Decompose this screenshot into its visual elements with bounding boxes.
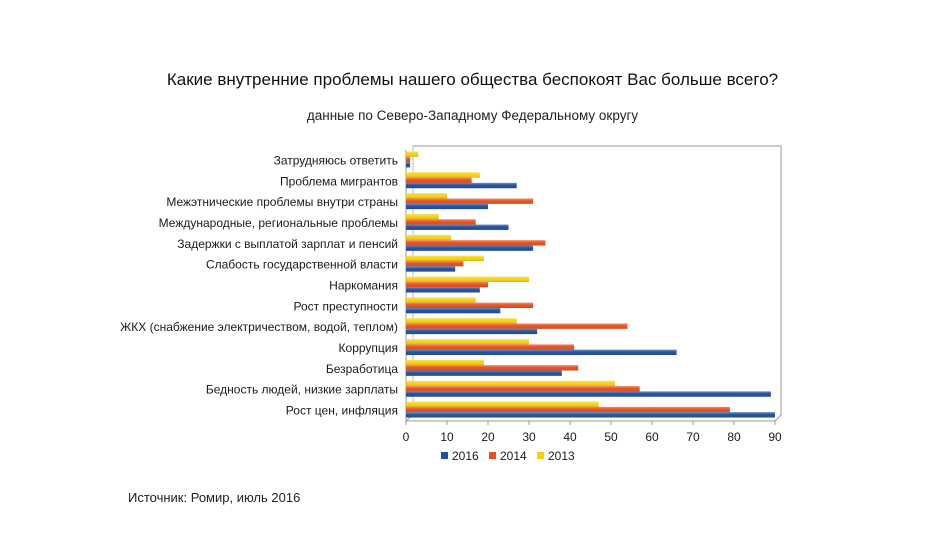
x-tick-label: 30	[522, 430, 536, 444]
bar-shade-2013-1	[406, 172, 480, 178]
bar-shade-2014-1	[406, 177, 472, 183]
chart-title: Какие внутренние проблемы нашего обществ…	[166, 70, 779, 89]
category-label: Безработица	[326, 362, 398, 376]
bar-shade-2016-5	[406, 266, 456, 272]
x-tick-label: 90	[768, 430, 782, 444]
bar-shade-2016-0	[406, 162, 411, 168]
category-label: Слабость государственной власти	[206, 258, 398, 272]
bar-shade-2016-3	[406, 224, 509, 230]
category-label: Наркомания	[329, 279, 398, 293]
category-label: ЖКХ (снабжение электричеством, водой, те…	[120, 320, 398, 334]
bar-shade-2016-6	[406, 287, 480, 293]
x-tick-label: 50	[604, 430, 618, 444]
bar-shade-2014-4	[406, 240, 546, 246]
category-label: Коррупция	[339, 341, 398, 355]
x-tick-label: 40	[563, 430, 577, 444]
bar-shade-2013-4	[406, 234, 452, 241]
category-label: Проблема мигрантов	[280, 174, 398, 188]
bar-shade-2013-10	[406, 359, 484, 366]
bar-shade-2013-0	[406, 151, 419, 157]
bar-shade-2014-2	[406, 198, 534, 204]
bar-shade-2016-7	[406, 308, 501, 314]
bar-shade-2016-4	[406, 245, 534, 251]
bar-shade-2016-9	[406, 349, 677, 355]
legend-label-2014: 2014	[500, 449, 527, 463]
x-tick-label: 70	[686, 430, 700, 444]
legend-swatch-2014	[489, 452, 496, 459]
legend-swatch-2016	[441, 452, 448, 459]
x-tick-label: 0	[403, 430, 410, 444]
bar-shade-2013-7	[406, 297, 476, 303]
bar-shade-2014-10	[406, 365, 579, 371]
bar-shade-2013-12	[406, 401, 599, 407]
category-label: Рост преступности	[294, 299, 398, 313]
category-label: Международные, региональные проблемы	[159, 216, 398, 230]
bar-shade-2013-3	[406, 214, 439, 220]
chart-subtitle: данные по Северо-Западному Федеральному …	[306, 108, 639, 123]
bar-shade-2014-8	[406, 323, 628, 329]
x-tick-label: 20	[481, 430, 495, 444]
bar-shade-2013-5	[406, 255, 484, 261]
bar-shade-2014-9	[406, 344, 575, 350]
category-label: Бедность людей, низкие зарплаты	[206, 383, 398, 397]
bar-shade-2013-11	[406, 380, 616, 387]
bar-shade-2014-3	[406, 219, 476, 225]
bar-shade-2016-2	[406, 203, 488, 210]
bar-shade-2013-2	[406, 193, 447, 199]
category-label: Затрудняюсь ответить	[274, 153, 398, 167]
bar-shade-2014-5	[406, 261, 464, 267]
source-note: Источник: Ромир, июль 2016	[128, 490, 301, 505]
category-label: Рост цен, инфляция	[286, 404, 398, 418]
x-tick-label: 60	[645, 430, 659, 444]
bar-shade-2014-7	[406, 302, 534, 308]
bar-shade-2016-8	[406, 328, 538, 335]
bar-shade-2014-12	[406, 406, 730, 413]
bar-shade-2016-10	[406, 370, 562, 376]
bar-shade-2013-8	[406, 318, 517, 324]
category-label: Межэтнические проблемы внутри страны	[166, 195, 398, 209]
bar-shade-2016-11	[406, 391, 771, 397]
x-tick-label: 80	[727, 430, 741, 444]
x-tick-label: 10	[440, 430, 454, 444]
bar-shade-2014-0	[406, 156, 411, 163]
bar-shade-2016-1	[406, 182, 517, 189]
bar-shade-2016-12	[406, 412, 775, 418]
legend-swatch-2013	[537, 452, 544, 459]
legend-label-2013: 2013	[548, 449, 575, 463]
bar-shade-2014-11	[406, 386, 640, 392]
bar-shade-2013-9	[406, 339, 529, 345]
legend-label-2016: 2016	[452, 449, 479, 463]
bar-shade-2014-6	[406, 281, 488, 288]
category-label: Задержки с выплатой зарплат и пенсий	[177, 237, 398, 251]
bar-shade-2013-6	[406, 276, 529, 282]
